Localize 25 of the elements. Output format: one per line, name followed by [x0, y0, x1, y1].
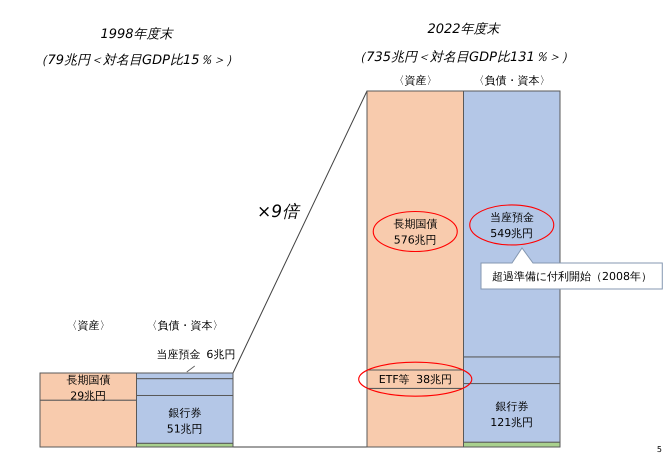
x-tick-label: 〈資産〉: [66, 319, 110, 332]
data-label: 549兆円: [490, 226, 534, 240]
data-label: 6兆円: [206, 348, 236, 361]
data-label: 576兆円: [394, 233, 437, 246]
annotation: 超過準備に付利開始（2008年）: [492, 270, 652, 283]
series-label: 長期国債: [66, 374, 110, 387]
series-label: 銀行券: [168, 406, 202, 420]
data-label: 51兆円: [166, 422, 203, 436]
data-label: 121兆円: [490, 416, 534, 429]
text: 5: [656, 445, 662, 454]
data-label: 29兆円: [70, 390, 106, 403]
text: ×9倍: [256, 202, 302, 222]
chart-title: 1998年度末: [100, 26, 175, 42]
chart-title: 2022年度末: [427, 21, 502, 37]
series-label: 銀行券: [495, 400, 528, 413]
series-label: 当座預金: [156, 348, 200, 361]
series-label: ETF等: [378, 373, 410, 386]
x-tick-label: 〈負債・資本〉: [473, 74, 550, 87]
series-label: 当座預金: [490, 210, 534, 224]
x-tick-label: 〈資産〉: [393, 74, 438, 87]
chart-subtitle: （735兆円＜対名目GDP比131％＞）: [353, 49, 574, 65]
x-tick-label: 〈負債・資本〉: [146, 319, 224, 332]
chart-subtitle: （79兆円＜対名目GDP比15％＞）: [34, 52, 239, 68]
data-label: 38兆円: [416, 373, 452, 386]
series-label: 長期国債: [393, 217, 438, 230]
